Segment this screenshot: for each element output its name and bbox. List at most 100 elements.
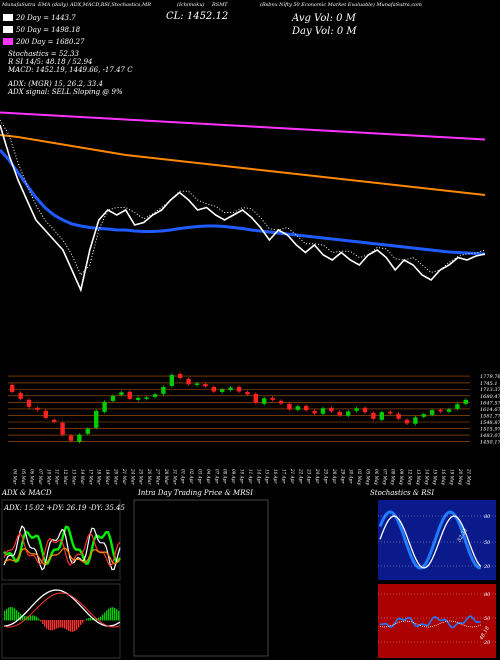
candle-x-tick: 09 Apr: [231, 469, 236, 484]
macd-bar: [88, 617, 90, 621]
macd-bar: [60, 620, 62, 628]
candle-body: [388, 411, 393, 414]
rsi-signal-line: [379, 620, 481, 628]
legend-50day: 50 Day = 1498.18: [3, 26, 80, 34]
header-item: RSMT: [212, 2, 228, 8]
candle-body: [236, 386, 242, 392]
macd-bar: [66, 620, 68, 630]
candle-body: [228, 387, 233, 390]
macd-bar: [102, 614, 104, 621]
candle-x-tick: 08 May: [391, 469, 396, 485]
candle-x-tick: 27 Mar: [156, 468, 161, 485]
macd-bar: [42, 620, 44, 625]
candle-x-tick: 30 Apr: [349, 469, 354, 484]
macd-bar: [74, 620, 76, 632]
candle-x-tick: 12 Mar: [63, 469, 68, 485]
macd-bar: [12, 607, 14, 621]
candle-body: [203, 383, 208, 387]
macd-bar: [78, 620, 80, 628]
macd-bar: [58, 620, 60, 628]
candle-x-tick: 15 Apr: [265, 469, 270, 484]
adx-stat: ADX: (MGR) 15, 26.2, 33.4: [8, 80, 103, 88]
macd-bar: [32, 615, 34, 621]
macd-bar: [110, 607, 112, 621]
macd-bar: [64, 620, 66, 629]
adx-line: [3, 525, 121, 571]
macd-bar: [68, 620, 70, 631]
candle-y-tick: 1483.07: [480, 433, 500, 439]
candle-body: [396, 413, 401, 419]
adx-line: [3, 532, 121, 567]
header-bar: MunafaSutra EMA (daily) ADX,MACD,RSI,Sto…: [2, 2, 498, 10]
candle-x-tick: 04 Mar: [13, 469, 18, 485]
macd-bar: [98, 617, 100, 621]
candle-x-tick: 14 Apr: [256, 469, 261, 484]
candle-x-tick: 09 May: [399, 469, 404, 485]
candlestick-chart: 1779.761745.11713.371680.471647.571614.6…: [8, 372, 500, 485]
intraday-title: Intra Day Trading Price & MRSI: [138, 489, 253, 497]
candle-body: [446, 409, 452, 412]
macd-bar: [52, 620, 54, 631]
macd-bar: [72, 620, 74, 632]
candle-body: [371, 412, 376, 419]
macd-bar: [34, 615, 36, 621]
candle-body: [60, 422, 65, 435]
candle-body: [194, 383, 200, 385]
macd-bar: [6, 608, 8, 621]
candle-body: [413, 417, 418, 424]
candle-x-tick: 06 Mar: [30, 469, 35, 485]
candle-x-tick: 21 Apr: [290, 468, 295, 484]
stochastics-lines: [378, 510, 496, 570]
candle-body: [295, 406, 300, 410]
candle-body: [270, 397, 275, 400]
candle-x-tick: 21 May: [466, 468, 471, 485]
candle-x-tick: 14 Mar: [80, 469, 85, 485]
legend-label: 50 Day = 1498.18: [16, 26, 81, 34]
macd-bar: [108, 608, 110, 621]
candles: [10, 372, 468, 444]
candle-body: [26, 399, 32, 407]
macd-bar: [38, 618, 40, 621]
candle-body: [52, 419, 57, 422]
candle-x-tick: 15 May: [433, 469, 438, 485]
candle-body: [102, 401, 107, 412]
candle-body: [463, 399, 468, 404]
candle-body: [320, 408, 326, 414]
header-item: EMA (daily): [38, 2, 69, 8]
candle-body: [43, 410, 48, 418]
candle-x-tick: 28 Apr: [332, 468, 337, 484]
macd-bar: [106, 610, 108, 621]
candle-body: [35, 407, 40, 410]
candle-x-tick: 07 Mar: [38, 469, 43, 485]
macd-bar: [44, 620, 46, 627]
macd-bar: [50, 620, 52, 631]
price-ema-chart: [0, 111, 486, 293]
candle-body: [362, 407, 368, 413]
avg-volume: Avg Vol: 0 M: [292, 13, 356, 24]
stoch-rsi-title: Stochastics & RSI: [370, 489, 435, 497]
series-dotted-average: [0, 119, 486, 276]
candle-body: [211, 386, 216, 392]
legend-swatch: [3, 14, 13, 21]
candle-y-tick: 1745.1: [480, 381, 498, 387]
candle-x-tick: 16 May: [441, 469, 446, 485]
macd-bar: [104, 612, 106, 621]
candle-x-tick: 17 Apr: [282, 469, 287, 484]
candle-x-tick: 02 Apr: [189, 469, 194, 484]
candle-y-tick: 1713.37: [480, 387, 500, 393]
candle-x-tick: 05 Mar: [21, 469, 26, 485]
macd-bar: [62, 620, 64, 628]
candle-x-tick: 23 Apr: [307, 468, 312, 484]
candle-x-tick: 22 Apr: [298, 468, 303, 484]
macd-bar: [30, 615, 32, 621]
candle-x-tick: 05 May: [366, 469, 371, 485]
macd-bar: [54, 620, 56, 630]
stoch-tick-20: 20: [483, 564, 491, 570]
candle-body: [169, 374, 174, 386]
intraday-panel: [133, 499, 269, 657]
candle-body: [220, 389, 225, 392]
candle-body: [346, 411, 351, 416]
rsi-tick-50: 50: [484, 616, 491, 622]
macd-lines: [3, 589, 121, 632]
candle-body: [110, 395, 116, 401]
